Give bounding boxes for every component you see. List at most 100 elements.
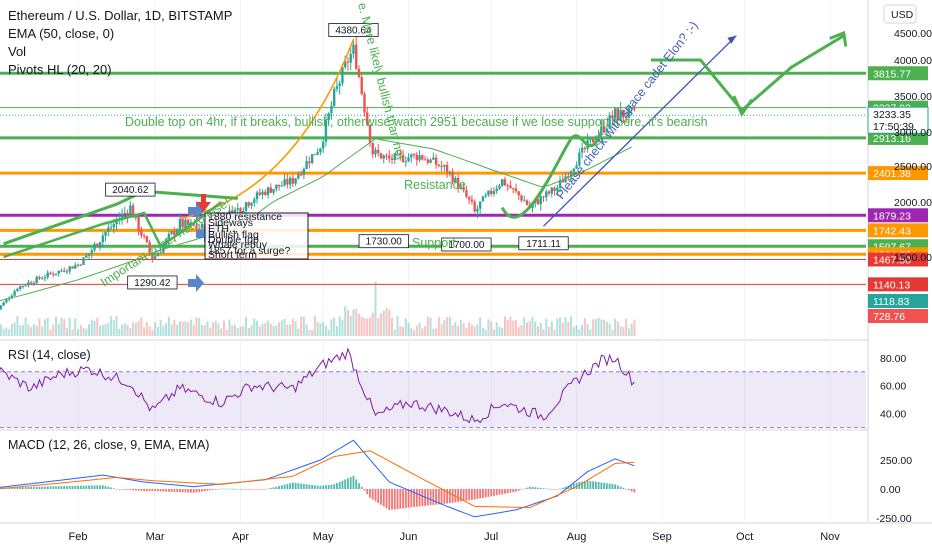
- candle-body: [575, 165, 578, 169]
- volume-bar: [35, 325, 38, 336]
- candle-body: [536, 199, 540, 205]
- macd-histogram-bar: [250, 489, 253, 490]
- macd-histogram-bar: [388, 489, 391, 510]
- price-tick-label: 1500.00: [894, 252, 932, 264]
- candle-body: [258, 192, 262, 195]
- candle-body: [126, 212, 129, 216]
- volume-bar: [570, 316, 573, 336]
- volume-bar: [520, 325, 523, 336]
- candle-body: [140, 230, 143, 236]
- macd-histogram-bar: [30, 486, 33, 489]
- volume-bar: [446, 316, 449, 336]
- candle-body: [49, 272, 52, 274]
- volume-bar: [239, 326, 242, 336]
- candle-body: [343, 61, 347, 68]
- macd-histogram-bar: [482, 489, 484, 498]
- volume-bar: [247, 327, 250, 336]
- macd-histogram-bar: [8, 487, 11, 489]
- blue-arrow-right-2: [188, 274, 204, 292]
- candle-body: [142, 235, 146, 237]
- volume-bar: [542, 329, 545, 336]
- pivot-label: 2040.62: [105, 182, 156, 197]
- volume-bar: [575, 325, 578, 336]
- volume-bar: [206, 321, 209, 336]
- usd-button-label[interactable]: USD: [891, 9, 914, 21]
- volume-bar: [148, 326, 151, 336]
- candle-body: [371, 142, 374, 155]
- price-level-label: 1140.13: [873, 279, 910, 291]
- macd-histogram-bar: [391, 489, 393, 510]
- macd-histogram-bar: [380, 489, 382, 505]
- macd-histogram-bar: [341, 480, 344, 489]
- volume-bar: [129, 327, 132, 336]
- ema-50-line: [0, 138, 632, 302]
- candle-body: [63, 270, 66, 272]
- macd-tick-label: -250.00: [876, 513, 912, 525]
- candle-body: [388, 155, 391, 159]
- macd-histogram-bar: [52, 486, 55, 489]
- indicator-legend: Vol: [8, 44, 26, 59]
- candle-body: [321, 141, 325, 149]
- macd-histogram-bar: [327, 484, 330, 489]
- volume-bar: [313, 316, 316, 336]
- pivot-label-text: 1711.11: [526, 239, 561, 250]
- volume-bar: [388, 309, 391, 336]
- macd-histogram-bar: [71, 485, 74, 489]
- x-tick-label: Oct: [736, 531, 753, 543]
- macd-histogram-bar: [35, 486, 38, 489]
- volume-bar: [77, 329, 79, 336]
- candle-body: [299, 174, 303, 176]
- pivot-label-box: [328, 23, 379, 37]
- volume-bar: [154, 322, 157, 336]
- volume-bar: [498, 326, 501, 336]
- macd-histogram-bar: [487, 489, 490, 497]
- macd-histogram-bar: [44, 486, 46, 489]
- volume-bar: [603, 319, 606, 336]
- volume-bar: [625, 318, 628, 336]
- macd-histogram-bar: [140, 489, 143, 491]
- chart-title: Ethereum / U.S. Dollar, 1D, BITSTAMP: [8, 8, 232, 23]
- candle-body: [608, 115, 611, 129]
- candle-body: [239, 208, 242, 214]
- volume-bar: [380, 313, 383, 336]
- candle-body: [616, 108, 620, 120]
- macd-histogram-bar: [578, 482, 581, 489]
- macd-histogram-bar: [454, 489, 457, 503]
- macd-histogram-bar: [118, 489, 121, 490]
- volume-bar: [550, 321, 553, 336]
- candle-body: [556, 187, 559, 191]
- macd-histogram-bar: [622, 487, 625, 489]
- macd-histogram-bar: [77, 485, 79, 489]
- macd-histogram-bar: [528, 486, 531, 489]
- pivot-label-text: 1700.00: [448, 240, 485, 251]
- volume-bar: [534, 321, 537, 336]
- x-tick-label: Sep: [652, 531, 672, 543]
- volume-bar: [60, 317, 63, 336]
- volume-bar: [79, 325, 82, 336]
- volume-bar: [2, 328, 5, 336]
- price-level-badge: [868, 66, 928, 81]
- price-levels-layer: [0, 71, 866, 285]
- macd-histogram-bar: [129, 489, 132, 491]
- macd-histogram-bar: [168, 489, 170, 492]
- macd-histogram-bar: [581, 481, 583, 489]
- volume-bar: [195, 317, 198, 336]
- candle-body: [85, 255, 88, 258]
- annotation-box-line: Bullish flag: [208, 229, 259, 241]
- price-level-label: 1879.23: [873, 210, 911, 222]
- macd-histogram-bar: [305, 484, 308, 489]
- macd-histogram-bar: [603, 482, 606, 489]
- pivot-label-box: [518, 236, 569, 251]
- volume-bar: [548, 326, 551, 336]
- candle-body: [580, 147, 584, 153]
- macd-histogram-bar: [556, 489, 559, 490]
- candle-body: [277, 184, 281, 187]
- volume-bar: [619, 326, 622, 336]
- macd-histogram-bar: [184, 489, 187, 493]
- annotation-box-line: Short term: [208, 249, 257, 261]
- pivot-label-text: 2040.62: [112, 185, 149, 196]
- volume-bar: [234, 324, 237, 336]
- macd-histogram-bar: [443, 489, 446, 504]
